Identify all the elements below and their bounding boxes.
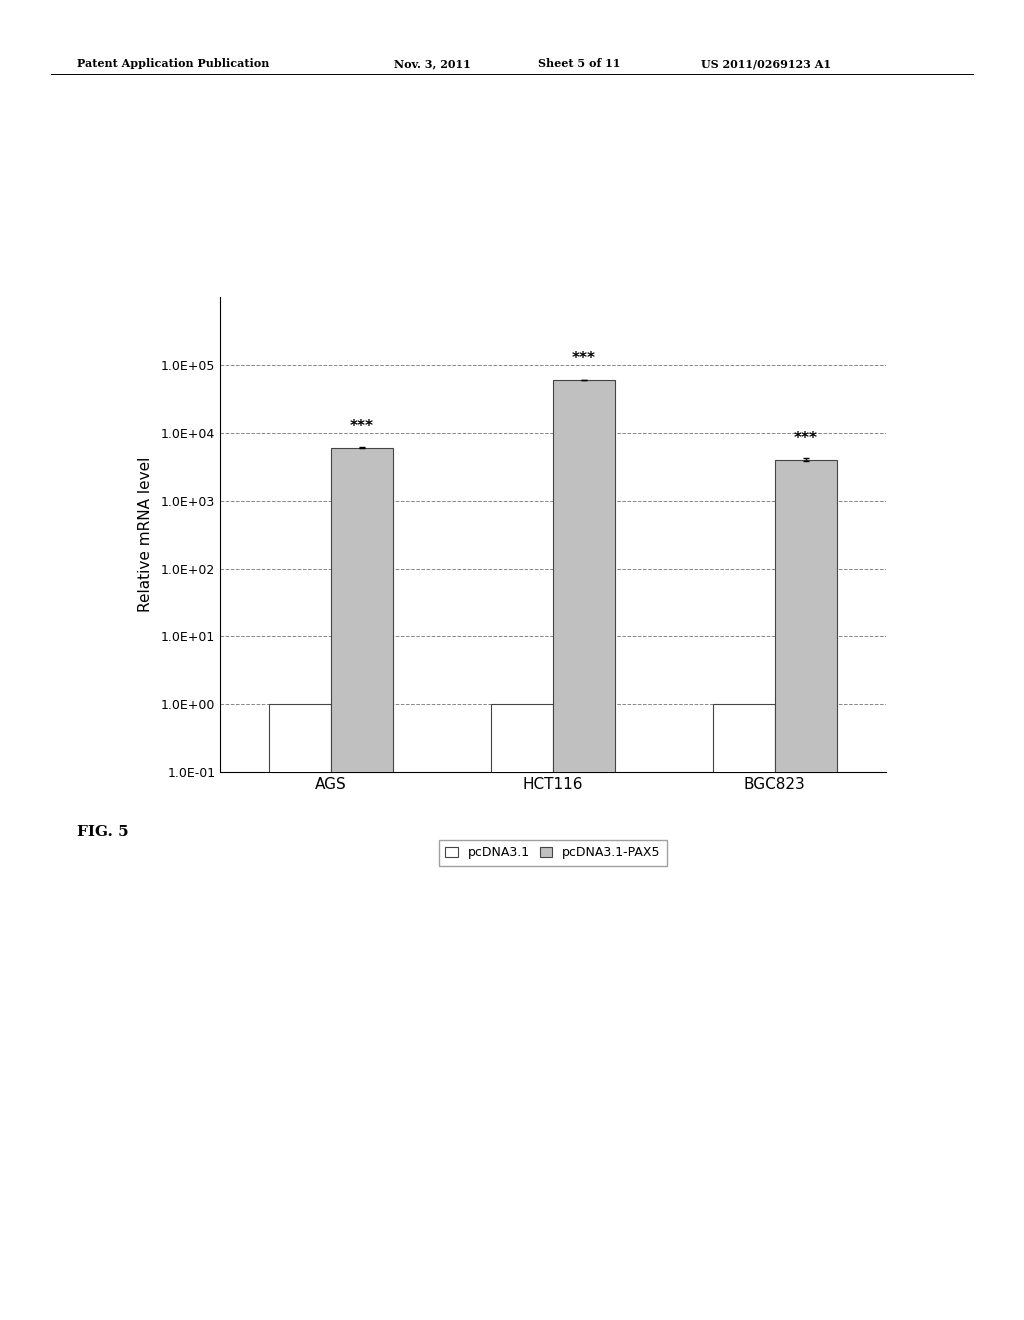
Text: Patent Application Publication: Patent Application Publication (77, 58, 269, 69)
Text: Sheet 5 of 11: Sheet 5 of 11 (538, 58, 620, 69)
Legend: pcDNA3.1, pcDNA3.1-PAX5: pcDNA3.1, pcDNA3.1-PAX5 (439, 841, 667, 866)
Y-axis label: Relative mRNA level: Relative mRNA level (137, 457, 153, 612)
Bar (775, 459, 837, 1320)
Bar (553, 380, 615, 1320)
Text: ***: *** (794, 430, 818, 446)
Bar (713, 705, 775, 1320)
Bar (490, 705, 553, 1320)
Bar (331, 447, 393, 1320)
Text: ***: *** (572, 351, 596, 366)
Text: FIG. 5: FIG. 5 (77, 825, 128, 840)
Text: Nov. 3, 2011: Nov. 3, 2011 (394, 58, 471, 69)
Text: US 2011/0269123 A1: US 2011/0269123 A1 (701, 58, 831, 69)
Bar (269, 705, 331, 1320)
Text: ***: *** (350, 418, 374, 434)
